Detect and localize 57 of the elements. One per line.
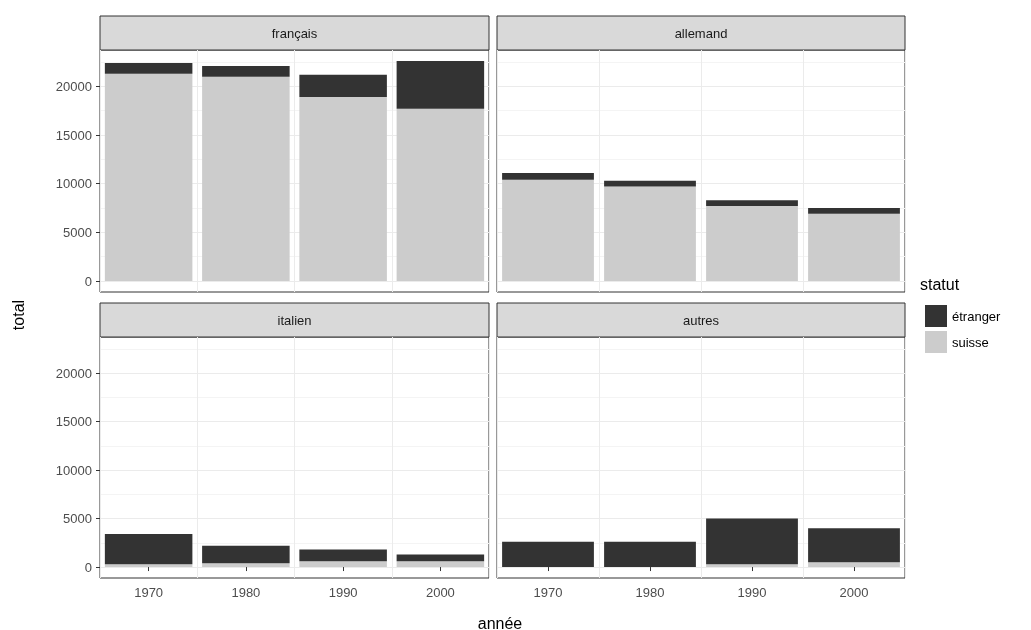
bar <box>604 186 696 281</box>
bar <box>502 179 594 281</box>
legend-label: étranger <box>952 308 1002 324</box>
bar <box>202 563 290 568</box>
bar <box>104 63 193 74</box>
bar <box>808 528 900 563</box>
chart-title: autres <box>682 312 720 328</box>
y-tick-label: 0 <box>84 559 92 575</box>
bar <box>502 541 594 568</box>
y-tick-label: 20000 <box>55 365 92 381</box>
bar <box>604 541 696 568</box>
chart-title: italien <box>277 312 312 328</box>
x-tick-label: 1980 <box>231 585 261 600</box>
bar <box>604 180 696 187</box>
bar <box>808 213 900 281</box>
x-tick-label: 1990 <box>737 585 767 600</box>
y-tick-label: 20000 <box>55 78 92 94</box>
bar <box>299 549 387 562</box>
bar <box>808 208 900 214</box>
bar <box>104 73 193 281</box>
bar <box>706 564 798 568</box>
x-tick-label: 2000 <box>839 585 869 600</box>
bar <box>202 65 290 77</box>
bar <box>396 61 485 109</box>
x-axis-title: année <box>477 614 523 630</box>
y-tick-label: 10000 <box>55 462 92 478</box>
bar <box>396 108 485 281</box>
bar <box>299 561 387 568</box>
y-axis-title: total <box>9 299 27 331</box>
chart-title: français <box>271 25 318 41</box>
bar <box>104 534 193 565</box>
bar <box>706 206 798 281</box>
bar <box>706 518 798 565</box>
x-tick-label: 1970 <box>134 585 164 600</box>
bar <box>202 545 290 564</box>
y-tick-label: 0 <box>84 273 92 289</box>
bar <box>299 74 387 98</box>
x-tick-label: 2000 <box>425 585 455 600</box>
y-tick-label: 5000 <box>63 224 92 240</box>
bar <box>104 564 193 568</box>
legend-label: suisse <box>952 334 989 350</box>
chart-title: allemand <box>674 25 728 41</box>
x-tick-label: 1990 <box>328 585 358 600</box>
y-tick-label: 15000 <box>55 414 92 430</box>
legend-title: statut <box>920 275 960 293</box>
bar <box>502 172 594 180</box>
bar <box>299 97 387 281</box>
y-tick-label: 5000 <box>63 511 92 527</box>
x-tick-label: 1980 <box>635 585 665 600</box>
bar <box>808 562 900 568</box>
y-tick-label: 10000 <box>55 176 92 192</box>
bar <box>706 200 798 207</box>
y-tick-label: 15000 <box>55 127 92 143</box>
x-tick-label: 1970 <box>533 585 563 600</box>
bar <box>202 76 290 281</box>
bar <box>396 554 485 562</box>
bar <box>396 561 485 568</box>
